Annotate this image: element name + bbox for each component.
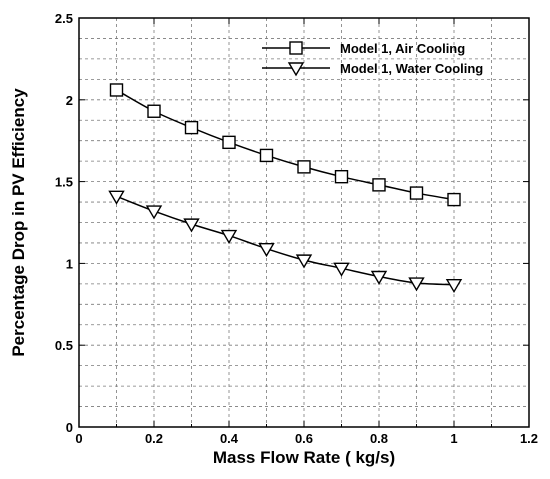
- triangle-marker: [445, 278, 463, 294]
- axis-ticks: 0 0.2 0.4 0.6 0.8 1 1.2 0 0.5 1 1.5 2 2.5: [55, 11, 538, 446]
- series-line: [116, 89, 455, 201]
- square-marker: [222, 135, 236, 150]
- y-tick-label: 1: [66, 256, 73, 271]
- triangle-marker: [145, 205, 163, 220]
- square-marker: [409, 186, 424, 200]
- legend-label: Model 1, Water Cooling: [340, 61, 483, 76]
- square-marker: [109, 83, 124, 97]
- triangle-marker: [408, 277, 425, 292]
- x-tick-label: 0.8: [370, 431, 388, 446]
- data-series: [108, 83, 463, 294]
- triangle-marker: [333, 262, 350, 277]
- x-tick-label: 1: [450, 431, 457, 446]
- series-2: [108, 190, 463, 294]
- y-axis-title: Percentage Drop in PV Efficiency: [9, 88, 28, 357]
- square-marker: [372, 178, 386, 192]
- y-tick-label: 1.5: [55, 175, 73, 190]
- square-marker: [334, 169, 349, 184]
- triangle-marker: [258, 242, 275, 258]
- y-tick-label: 0: [66, 420, 73, 435]
- triangle-marker: [220, 229, 238, 244]
- series-1: [109, 83, 461, 207]
- square-marker: [289, 41, 303, 55]
- legend-item: Model 1, Water Cooling: [262, 61, 483, 77]
- legend-label: Model 1, Air Cooling: [340, 41, 465, 56]
- x-axis-title: Mass Flow Rate ( kg/s): [213, 448, 395, 467]
- square-marker: [447, 192, 461, 207]
- triangle-marker: [370, 270, 388, 285]
- x-tick-label: 0.6: [295, 431, 313, 446]
- x-tick-label: 0.2: [145, 431, 163, 446]
- square-marker: [259, 148, 274, 163]
- legend: Model 1, Air Cooling Model 1, Water Cooli…: [262, 41, 483, 77]
- triangle-marker: [287, 62, 305, 77]
- square-marker: [184, 120, 199, 135]
- series-line: [116, 195, 455, 286]
- triangle-marker: [108, 190, 125, 205]
- y-tick-label: 2: [66, 93, 73, 108]
- triangle-marker: [183, 218, 200, 233]
- square-marker: [297, 160, 311, 174]
- legend-item: Model 1, Air Cooling: [262, 41, 465, 56]
- square-marker: [147, 104, 161, 118]
- grid-lines: [79, 18, 529, 427]
- triangle-marker: [295, 254, 313, 269]
- x-tick-label: 0.4: [220, 431, 239, 446]
- x-tick-label: 0: [75, 431, 82, 446]
- y-tick-label: 2.5: [55, 11, 73, 26]
- y-tick-label: 0.5: [55, 338, 73, 353]
- x-tick-label: 1.2: [520, 431, 538, 446]
